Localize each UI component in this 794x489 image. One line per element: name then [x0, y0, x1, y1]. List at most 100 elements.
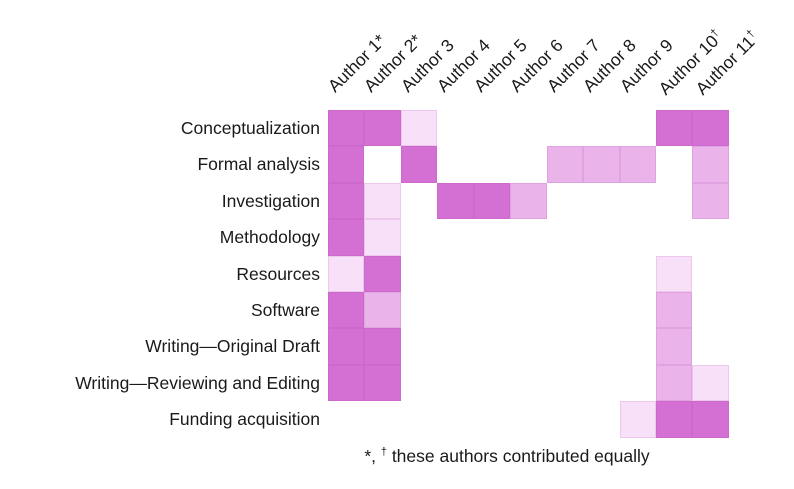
row-label-9: Funding acquisition	[169, 409, 320, 430]
heatmap-cell-r3-c8	[583, 183, 619, 219]
footnote-dagger-icon: †	[380, 446, 387, 459]
heatmap-cell-r9-c3	[401, 401, 437, 437]
heatmap-cell-r9-c8	[583, 401, 619, 437]
heatmap-cell-r1-c11	[692, 110, 729, 147]
heatmap-cell-r4-c6	[510, 219, 546, 255]
heatmap-cell-r8-c4	[437, 365, 473, 401]
heatmap-cell-r3-c5	[473, 182, 511, 220]
heatmap-cell-r7-c8	[583, 328, 619, 364]
heatmap-cell-r7-c10	[655, 328, 693, 365]
heatmap-cell-r9-c10	[655, 401, 693, 438]
heatmap-cell-r6-c2	[364, 291, 401, 329]
heatmap-cell-r5-c9	[620, 256, 656, 292]
heatmap-cell-r3-c6	[510, 182, 547, 220]
heatmap-cell-r8-c9	[620, 365, 656, 401]
footnote-text: these authors contributed equally	[386, 446, 650, 466]
heatmap-cell-r4-c8	[583, 219, 619, 255]
heatmap-cell-r5-c6	[510, 256, 546, 292]
row-label-8: Writing—Reviewing and Editing	[75, 372, 320, 393]
heatmap-cell-r9-c7	[547, 401, 583, 437]
heatmap-cell-r2-c10	[656, 146, 692, 182]
heatmap-cell-r8-c3	[401, 365, 437, 401]
row-label-7: Writing—Original Draft	[145, 336, 320, 357]
heatmap-cell-r3-c4	[437, 182, 474, 220]
heatmap-cell-r5-c11	[692, 256, 728, 292]
row-label-5: Resources	[236, 263, 320, 284]
heatmap-cell-r2-c5	[474, 146, 510, 182]
heatmap-cell-r4-c11	[692, 219, 728, 255]
heatmap-cell-r7-c5	[474, 328, 510, 364]
row-label-3: Investigation	[221, 190, 320, 211]
heatmap-cell-r2-c1	[328, 146, 365, 183]
heatmap-cell-r2-c8	[583, 146, 620, 183]
heatmap-cell-r6-c1	[328, 291, 365, 329]
heatmap-cell-r1-c10	[655, 110, 693, 147]
heatmap-cell-r2-c7	[546, 146, 584, 183]
heatmap-cell-r2-c9	[619, 146, 656, 183]
footnote: *, † these authors contributed equally	[321, 446, 693, 467]
heatmap-cell-r4-c7	[547, 219, 583, 255]
heatmap-cell-r5-c7	[547, 256, 583, 292]
heatmap-cell-r6-c5	[474, 292, 510, 328]
heatmap-cell-r5-c10	[655, 255, 693, 292]
heatmap-cell-r8-c5	[474, 365, 510, 401]
heatmap-cell-r9-c6	[510, 401, 546, 437]
heatmap-cell-r8-c1	[328, 364, 365, 402]
heatmap-cell-r9-c9	[619, 401, 656, 438]
heatmap-cell-r4-c10	[656, 219, 692, 255]
heatmap-cell-r9-c11	[692, 401, 729, 438]
heatmap-cell-r6-c6	[510, 292, 546, 328]
heatmap-cell-r2-c4	[437, 146, 473, 182]
heatmap-cell-r1-c1	[328, 110, 365, 147]
heatmap-cell-r9-c4	[437, 401, 473, 437]
heatmap-cell-r6-c9	[620, 292, 656, 328]
heatmap-cell-r1-c6	[510, 110, 546, 146]
heatmap-cell-r2-c6	[510, 146, 546, 182]
heatmap-cell-r5-c5	[474, 256, 510, 292]
heatmap-cell-r5-c3	[401, 256, 437, 292]
heatmap-cell-r8-c8	[583, 365, 619, 401]
heatmap-cell-r3-c2	[364, 182, 401, 220]
heatmap-cell-r6-c11	[692, 292, 728, 328]
heatmap-cell-r3-c3	[401, 183, 437, 219]
heatmap-cell-r7-c2	[364, 328, 401, 365]
heatmap-cell-r1-c4	[437, 110, 473, 146]
row-label-2: Formal analysis	[197, 154, 320, 175]
heatmap-cell-r5-c1	[328, 255, 365, 292]
heatmap-cell-r8-c7	[547, 365, 583, 401]
heatmap-cell-r7-c6	[510, 328, 546, 364]
heatmap-cell-r9-c5	[474, 401, 510, 437]
heatmap-cell-r4-c2	[364, 219, 401, 256]
heatmap-cell-r5-c4	[437, 256, 473, 292]
heatmap-cell-r7-c7	[547, 328, 583, 364]
heatmap-cell-r6-c4	[437, 292, 473, 328]
heatmap-cell-r5-c2	[364, 255, 401, 292]
heatmap-cell-r6-c10	[655, 291, 693, 329]
heatmap-cell-r2-c11	[692, 146, 729, 183]
heatmap-cell-r6-c3	[401, 292, 437, 328]
heatmap-cell-r8-c11	[692, 364, 729, 402]
heatmap-cell-r8-c2	[364, 364, 401, 402]
heatmap-cell-r2-c3	[400, 146, 438, 183]
row-label-4: Methodology	[219, 227, 320, 248]
heatmap-cell-r7-c11	[692, 328, 728, 364]
heatmap-cell-r4-c5	[474, 219, 510, 255]
heatmap-grid	[328, 110, 729, 438]
heatmap-cell-r1-c8	[583, 110, 619, 146]
heatmap-cell-r8-c10	[655, 364, 693, 402]
heatmap-cell-r4-c3	[401, 219, 437, 255]
footnote-star-marker: *,	[364, 446, 381, 466]
heatmap-cell-r1-c9	[620, 110, 656, 146]
heatmap-cell-r2-c2	[364, 146, 400, 182]
heatmap-cell-r8-c6	[510, 365, 546, 401]
heatmap-cell-r4-c4	[437, 219, 473, 255]
heatmap-cell-r1-c3	[400, 110, 438, 147]
heatmap-cell-r3-c1	[328, 182, 365, 220]
heatmap-cell-r4-c1	[328, 219, 365, 256]
heatmap-cell-r1-c5	[474, 110, 510, 146]
heatmap-cell-r6-c7	[547, 292, 583, 328]
heatmap-cell-r3-c9	[620, 183, 656, 219]
row-label-1: Conceptualization	[180, 118, 320, 138]
heatmap-cell-r6-c8	[583, 292, 619, 328]
heatmap-cell-r7-c9	[620, 328, 656, 364]
